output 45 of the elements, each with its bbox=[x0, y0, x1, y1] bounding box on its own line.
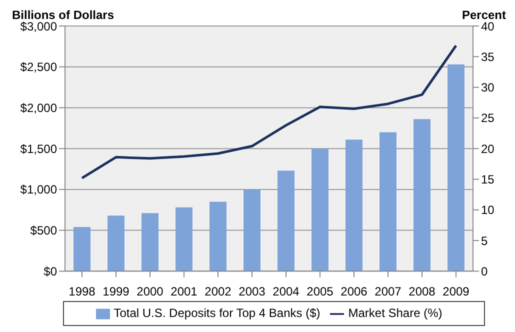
y-tick-label: $3,000 bbox=[20, 19, 58, 34]
bar bbox=[448, 64, 464, 272]
bar bbox=[108, 216, 124, 272]
y2-tick-label: 15 bbox=[481, 172, 495, 186]
y2-tick-label: 0 bbox=[481, 264, 488, 278]
y2-tick-label: 30 bbox=[481, 80, 495, 95]
bar bbox=[142, 213, 158, 272]
x-tick-label: 2008 bbox=[408, 284, 436, 299]
y2-axis-title: Percent bbox=[462, 8, 506, 22]
bar bbox=[312, 148, 328, 272]
y2-tick-label: 35 bbox=[481, 50, 495, 64]
y-tick-label: $2,500 bbox=[20, 60, 58, 74]
x-tick-label: 1998 bbox=[68, 284, 96, 299]
bar bbox=[380, 132, 396, 272]
y-tick-label: $0 bbox=[44, 264, 58, 278]
x-tick-label: 2000 bbox=[136, 284, 164, 299]
y2-tick-label: 10 bbox=[481, 203, 495, 218]
bar bbox=[176, 207, 192, 272]
line-series bbox=[80, 44, 458, 180]
y-axis-title: Billions of Dollars bbox=[12, 8, 114, 22]
bar bbox=[210, 202, 226, 272]
x-tick-label: 1999 bbox=[102, 284, 130, 299]
x-tick-label: 2002 bbox=[204, 284, 232, 299]
y-tick-label: $1,500 bbox=[20, 142, 58, 156]
bar bbox=[414, 119, 430, 272]
y-tick-label: $500 bbox=[30, 224, 58, 238]
legend-label: Market Share (%) bbox=[348, 306, 442, 320]
y-tick-label: $1,000 bbox=[20, 182, 58, 197]
x-tick-label: 2006 bbox=[340, 284, 368, 299]
y2-tick-label: 25 bbox=[481, 111, 495, 126]
x-tick-label: 2007 bbox=[374, 284, 402, 299]
legend-label: Total U.S. Deposits for Top 4 Banks ($) bbox=[114, 306, 320, 320]
y2-tick-label: 20 bbox=[481, 142, 495, 156]
y2-tick-label: 5 bbox=[481, 234, 488, 248]
x-tick-label: 2003 bbox=[238, 284, 266, 299]
y-tick-label: $2,000 bbox=[20, 100, 58, 115]
x-tick-label: 2004 bbox=[272, 284, 300, 299]
bar bbox=[74, 227, 90, 272]
bar bbox=[244, 189, 260, 272]
x-tick-label: 2005 bbox=[306, 284, 334, 299]
bar bbox=[346, 140, 362, 272]
x-tick-label: 2001 bbox=[170, 284, 198, 299]
x-tick-label: 2009 bbox=[442, 284, 470, 299]
bar bbox=[278, 170, 294, 272]
y2-tick-label: 40 bbox=[481, 19, 495, 34]
